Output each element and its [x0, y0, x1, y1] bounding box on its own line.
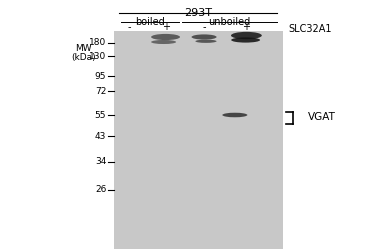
Text: unboiled: unboiled — [208, 17, 250, 27]
Text: 130: 130 — [89, 52, 106, 61]
Text: 293T: 293T — [184, 8, 212, 18]
Text: 43: 43 — [95, 132, 106, 141]
Text: boiled: boiled — [135, 17, 165, 27]
Text: +: + — [162, 22, 169, 32]
Text: 180: 180 — [89, 38, 106, 47]
Text: -: - — [202, 22, 206, 32]
Text: 34: 34 — [95, 158, 106, 166]
Text: -: - — [128, 22, 132, 32]
Text: 26: 26 — [95, 186, 106, 194]
Text: VGAT: VGAT — [308, 112, 336, 122]
Text: +: + — [243, 22, 250, 32]
Text: MW
(kDa): MW (kDa) — [72, 44, 96, 62]
Text: 95: 95 — [95, 72, 106, 81]
Text: 72: 72 — [95, 87, 106, 96]
Text: SLC32A1: SLC32A1 — [289, 24, 332, 34]
Text: 55: 55 — [95, 110, 106, 120]
